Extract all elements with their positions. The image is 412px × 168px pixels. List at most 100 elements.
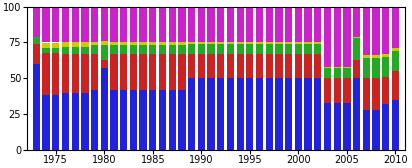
Bar	[285, 44, 292, 54]
Bar	[140, 54, 147, 90]
Bar	[304, 7, 312, 43]
Bar	[382, 54, 389, 57]
Bar	[217, 78, 225, 150]
Bar	[42, 53, 50, 95]
Bar	[295, 44, 302, 54]
Bar	[246, 44, 253, 54]
Bar	[130, 90, 137, 150]
Bar	[256, 44, 263, 54]
Bar	[314, 78, 321, 150]
Bar	[159, 90, 166, 150]
Bar	[256, 43, 263, 44]
Bar	[285, 7, 292, 43]
Bar	[207, 78, 215, 150]
Bar	[110, 43, 118, 45]
Bar	[266, 44, 273, 54]
Bar	[91, 43, 98, 45]
Bar	[62, 7, 69, 43]
Bar	[217, 54, 225, 78]
Bar	[285, 54, 292, 78]
Bar	[33, 64, 40, 150]
Bar	[42, 43, 50, 48]
Bar	[33, 37, 40, 44]
Bar	[324, 67, 331, 68]
Bar	[314, 7, 321, 43]
Bar	[246, 43, 253, 44]
Bar	[382, 7, 389, 54]
Bar	[363, 78, 370, 110]
Bar	[33, 44, 40, 64]
Bar	[343, 7, 351, 67]
Bar	[372, 78, 379, 110]
Bar	[52, 7, 59, 43]
Bar	[120, 90, 127, 150]
Bar	[101, 7, 108, 41]
Bar	[343, 102, 351, 150]
Bar	[91, 45, 98, 54]
Bar	[120, 54, 127, 90]
Bar	[81, 54, 89, 93]
Bar	[256, 78, 263, 150]
Bar	[62, 93, 69, 150]
Bar	[110, 7, 118, 43]
Bar	[217, 43, 225, 44]
Bar	[52, 43, 59, 48]
Bar	[363, 110, 370, 150]
Bar	[372, 58, 379, 78]
Bar	[178, 54, 185, 90]
Bar	[324, 7, 331, 67]
Bar	[207, 44, 215, 54]
Bar	[275, 78, 283, 150]
Bar	[81, 7, 89, 43]
Bar	[275, 43, 283, 44]
Bar	[392, 51, 399, 71]
Bar	[101, 60, 108, 68]
Bar	[120, 43, 127, 45]
Bar	[130, 54, 137, 90]
Bar	[275, 7, 283, 43]
Bar	[91, 7, 98, 43]
Bar	[149, 43, 157, 45]
Bar	[188, 78, 195, 150]
Bar	[110, 45, 118, 54]
Bar	[392, 71, 399, 100]
Bar	[246, 54, 253, 78]
Bar	[91, 90, 98, 150]
Bar	[256, 54, 263, 78]
Bar	[343, 78, 351, 102]
Bar	[227, 54, 234, 78]
Bar	[169, 54, 176, 90]
Bar	[295, 78, 302, 150]
Bar	[236, 44, 244, 54]
Bar	[198, 78, 205, 150]
Bar	[236, 43, 244, 44]
Bar	[42, 7, 50, 43]
Bar	[227, 78, 234, 150]
Bar	[110, 90, 118, 150]
Bar	[140, 43, 147, 45]
Bar	[178, 90, 185, 150]
Bar	[159, 45, 166, 54]
Bar	[91, 54, 98, 90]
Bar	[363, 58, 370, 78]
Bar	[178, 7, 185, 43]
Bar	[275, 54, 283, 78]
Bar	[256, 7, 263, 43]
Bar	[169, 7, 176, 43]
Bar	[159, 7, 166, 43]
Bar	[295, 54, 302, 78]
Bar	[72, 54, 79, 93]
Bar	[217, 44, 225, 54]
Bar	[42, 48, 50, 53]
Bar	[353, 7, 360, 37]
Bar	[236, 78, 244, 150]
Bar	[304, 78, 312, 150]
Bar	[159, 43, 166, 45]
Bar	[169, 45, 176, 54]
Bar	[334, 78, 341, 102]
Bar	[227, 7, 234, 43]
Bar	[236, 7, 244, 43]
Bar	[207, 54, 215, 78]
Bar	[101, 41, 108, 45]
Bar	[334, 68, 341, 78]
